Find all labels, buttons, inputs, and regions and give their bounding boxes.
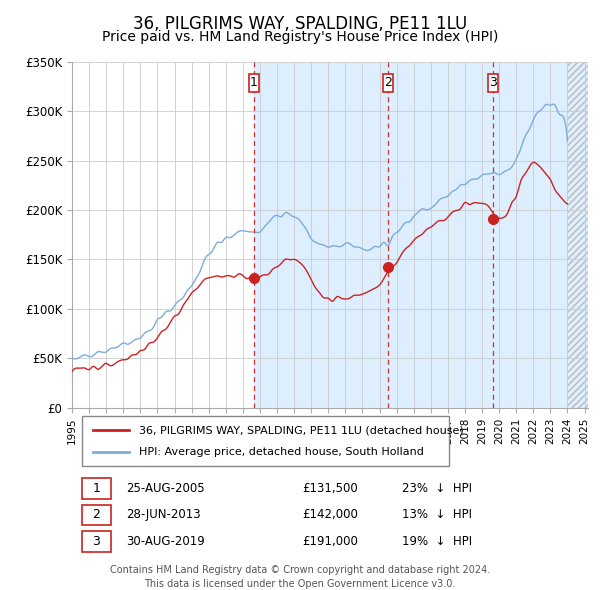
FancyBboxPatch shape — [82, 504, 110, 525]
Text: 3: 3 — [490, 76, 497, 89]
Text: 2: 2 — [92, 509, 100, 522]
Text: 30-AUG-2019: 30-AUG-2019 — [126, 535, 205, 548]
Text: £142,000: £142,000 — [302, 509, 358, 522]
Text: HPI: Average price, detached house, South Holland: HPI: Average price, detached house, Sout… — [139, 447, 424, 457]
Text: 36, PILGRIMS WAY, SPALDING, PE11 1LU: 36, PILGRIMS WAY, SPALDING, PE11 1LU — [133, 15, 467, 33]
Bar — [254, 62, 568, 408]
FancyBboxPatch shape — [488, 74, 499, 91]
FancyBboxPatch shape — [82, 531, 110, 552]
Text: 23%  ↓  HPI: 23% ↓ HPI — [402, 482, 472, 495]
Bar — [568, 62, 588, 408]
FancyBboxPatch shape — [383, 74, 393, 91]
Text: Price paid vs. HM Land Registry's House Price Index (HPI): Price paid vs. HM Land Registry's House … — [102, 30, 498, 44]
Text: 28-JUN-2013: 28-JUN-2013 — [126, 509, 201, 522]
Text: 3: 3 — [92, 535, 100, 548]
Text: 1: 1 — [250, 76, 258, 89]
Text: 1: 1 — [92, 482, 100, 495]
Text: 13%  ↓  HPI: 13% ↓ HPI — [402, 509, 472, 522]
Text: Contains HM Land Registry data © Crown copyright and database right 2024.
This d: Contains HM Land Registry data © Crown c… — [110, 565, 490, 589]
Text: 25-AUG-2005: 25-AUG-2005 — [126, 482, 205, 495]
Text: 36, PILGRIMS WAY, SPALDING, PE11 1LU (detached house): 36, PILGRIMS WAY, SPALDING, PE11 1LU (de… — [139, 425, 464, 435]
Text: £191,000: £191,000 — [302, 535, 358, 548]
Text: £131,500: £131,500 — [302, 482, 358, 495]
Text: 19%  ↓  HPI: 19% ↓ HPI — [402, 535, 472, 548]
Text: 2: 2 — [384, 76, 392, 89]
FancyBboxPatch shape — [82, 417, 449, 466]
Bar — [568, 62, 588, 408]
Bar — [568, 62, 588, 408]
FancyBboxPatch shape — [249, 74, 259, 91]
FancyBboxPatch shape — [82, 478, 110, 499]
